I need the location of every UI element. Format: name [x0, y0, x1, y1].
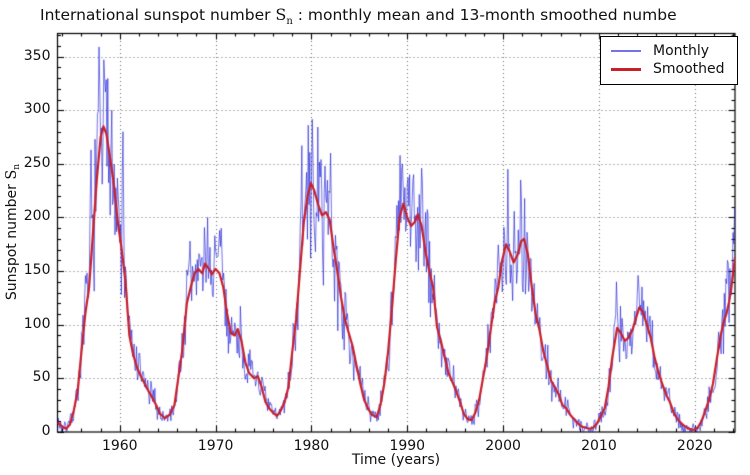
x-tick-label: 1960: [101, 438, 138, 454]
legend: Monthly Smoothed: [600, 36, 738, 85]
smoothed-line-sample: [611, 67, 641, 71]
y-axis-label-symbol: S: [4, 169, 20, 180]
monthly-line-sample: [611, 50, 641, 52]
chart-title: International sunspot number Sn : monthl…: [40, 5, 677, 27]
chart-title-prefix: International sunspot number: [40, 6, 276, 24]
x-tick-label: 1970: [197, 438, 234, 454]
x-tick-label: 1980: [293, 438, 330, 454]
legend-label-monthly: Monthly: [653, 43, 710, 59]
chart-title-suffix: : monthly mean and 13-month smoothed num…: [292, 6, 677, 24]
x-tick-label: 1990: [389, 438, 426, 454]
y-tick-label: 0: [41, 423, 51, 439]
legend-label-smoothed: Smoothed: [653, 61, 725, 77]
x-tick-label: 2010: [581, 438, 617, 454]
y-tick-label: 350: [23, 47, 51, 64]
y-axis-label-text: Sunspot number: [4, 179, 20, 301]
x-tick-label: 2000: [485, 438, 521, 454]
y-tick-label: 50: [32, 369, 51, 386]
legend-item-monthly: Monthly: [611, 42, 725, 60]
y-tick-label: 300: [23, 101, 51, 118]
y-tick-label: 250: [23, 154, 51, 171]
legend-item-smoothed: Smoothed: [611, 60, 725, 78]
y-tick-label: 150: [23, 262, 51, 279]
y-tick-label: 100: [23, 315, 51, 332]
chart-title-symbol: S: [275, 5, 287, 24]
x-tick-label: 2020: [676, 438, 713, 454]
chart-title-symbol-sub: n: [286, 16, 293, 27]
y-tick-label: 200: [23, 208, 51, 225]
x-axis-label: Time (years): [351, 452, 441, 468]
